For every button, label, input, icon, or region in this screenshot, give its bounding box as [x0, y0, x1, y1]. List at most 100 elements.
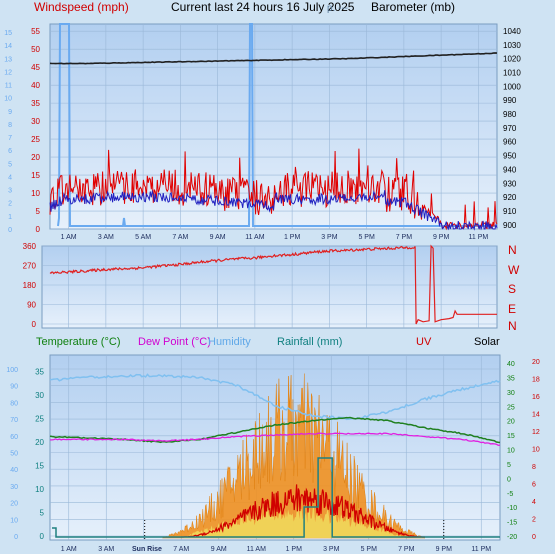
y-tick-humidity: 40	[10, 467, 18, 474]
y-tick-barometer: 1040	[503, 27, 521, 36]
barometer-label: Barometer (mb)	[371, 0, 455, 14]
y-tick-humidity: 100	[6, 367, 18, 374]
y-tick-humidity: 10	[10, 517, 18, 524]
x-tick-label: 3 PM	[321, 234, 338, 241]
y-tick-rain-rate: 11	[5, 83, 12, 90]
y-tick-rain-rate: 4	[8, 174, 12, 181]
x-tick-label: 11 AM	[245, 234, 264, 241]
y-tick-uv: 8	[532, 464, 536, 471]
y-tick-barometer: 900	[503, 221, 517, 230]
y-tick-humidity: 20	[10, 501, 18, 508]
y-tick-rainfall: 35	[35, 368, 44, 377]
overlap-text: p. ---	[327, 3, 348, 14]
x-tick-label: 1 AM	[61, 546, 77, 553]
y-tick-rain-rate: 0	[8, 227, 12, 234]
y-tick-temperature: 25	[507, 404, 515, 411]
x-tick-label: 1 PM	[284, 234, 301, 241]
y-tick-barometer: 930	[503, 179, 517, 188]
y-tick-rain-rate: 8	[8, 122, 12, 129]
y-tick-windspeed: 5	[36, 207, 41, 216]
y-tick-rain-rate: 3	[8, 188, 12, 195]
humidity-label: Humidity	[208, 336, 251, 348]
y-tick-barometer: 1000	[503, 82, 521, 91]
y-tick-temperature: -5	[507, 491, 513, 498]
solar-label: Solar	[474, 336, 500, 348]
rainfall-line	[52, 457, 500, 538]
y-tick-temperature: 20	[507, 419, 515, 426]
x-tick-label: 7 AM	[173, 546, 189, 553]
windspeed-line	[49, 148, 498, 231]
x-tick-label: 5 AM	[135, 234, 151, 241]
uv-line	[181, 484, 425, 538]
x-tick-label: 7 PM	[398, 546, 415, 553]
y-tick-windspeed: 20	[31, 153, 40, 162]
y-tick-rainfall: 0	[40, 532, 45, 541]
y-tick-windspeed: 25	[31, 135, 40, 144]
solar-area-light	[181, 506, 407, 538]
rain-rate-line	[57, 23, 497, 227]
dew-point-label: Dew Point (°C)	[138, 336, 211, 348]
wind-panel-layer: 0510152025303540455055012345678910111213…	[4, 23, 521, 241]
y-tick-rain-rate: 7	[8, 135, 12, 142]
solar-area	[162, 373, 426, 539]
y-tick-barometer: 1030	[503, 41, 521, 50]
y-tick-windspeed: 0	[36, 225, 41, 234]
y-tick-uv: 6	[532, 482, 536, 489]
direction-label-n-bottom: N	[508, 319, 517, 333]
y-tick-rain-rate: 1	[8, 214, 12, 221]
y-tick-uv: 14	[532, 412, 540, 419]
y-tick-windspeed: 10	[31, 189, 40, 198]
direction-label-s: S	[508, 282, 516, 296]
y-tick-direction: 180	[23, 281, 37, 290]
chart-title: Current last 24 hours 16 July 2025	[171, 0, 355, 14]
x-tick-label: 9 PM	[433, 234, 450, 241]
direction-panel	[41, 245, 498, 329]
y-tick-temperature: 0	[507, 476, 511, 483]
x-tick-label: 9 AM	[210, 234, 226, 241]
y-tick-uv: 20	[532, 359, 540, 366]
y-tick-barometer: 950	[503, 152, 517, 161]
y-tick-windspeed: 30	[31, 117, 40, 126]
y-tick-rain-rate: 9	[8, 109, 12, 116]
temperature-panel-layer: 010203040506070809010005101520253035-20-…	[6, 355, 540, 553]
y-tick-rain-rate: 13	[4, 56, 12, 63]
y-tick-rain-rate: 15	[4, 30, 12, 37]
y-tick-rain-rate: 6	[8, 148, 12, 155]
y-tick-barometer: 1020	[503, 55, 521, 64]
x-tick-label: 5 PM	[358, 234, 375, 241]
direction-panel-layer: 0 90 180 270 360	[23, 242, 497, 329]
y-tick-barometer: 960	[503, 138, 517, 147]
x-tick-label: 11 PM	[469, 234, 489, 241]
y-tick-uv: 18	[532, 377, 540, 384]
y-tick-rain-rate: 10	[4, 96, 12, 103]
y-tick-rain-rate: 2	[8, 201, 12, 208]
humidity-line	[49, 373, 501, 421]
y-tick-barometer: 920	[503, 193, 517, 202]
windspeed-label: Windspeed (mph)	[34, 0, 129, 14]
y-tick-uv: 2	[532, 517, 536, 524]
y-tick-uv: 12	[532, 429, 540, 436]
y-tick-rainfall: 20	[35, 438, 44, 447]
y-tick-rain-rate: 12	[4, 69, 12, 76]
y-tick-humidity: 70	[10, 417, 18, 424]
y-tick-humidity: 60	[10, 434, 18, 441]
y-tick-temperature: 5	[507, 462, 511, 469]
y-tick-temperature: -20	[507, 534, 517, 541]
y-tick-barometer: 970	[503, 124, 517, 133]
x-tick-label: 7 AM	[172, 234, 188, 241]
average-wind-line	[49, 189, 498, 231]
y-tick-rainfall: 5	[40, 509, 45, 518]
direction-label-w: W	[508, 263, 520, 277]
y-tick-windspeed: 50	[31, 45, 40, 54]
y-tick-uv: 4	[532, 499, 536, 506]
y-tick-humidity: 30	[10, 484, 18, 491]
y-tick-rainfall: 15	[35, 462, 44, 471]
y-tick-direction: 270	[23, 262, 37, 271]
y-tick-direction: 90	[27, 301, 36, 310]
y-tick-rain-rate: 5	[8, 161, 12, 168]
y-tick-rain-rate: 14	[4, 43, 12, 50]
y-tick-windspeed: 40	[31, 81, 40, 90]
y-tick-direction: 0	[32, 320, 37, 329]
sunrise-label: Sun Rise	[132, 546, 162, 553]
